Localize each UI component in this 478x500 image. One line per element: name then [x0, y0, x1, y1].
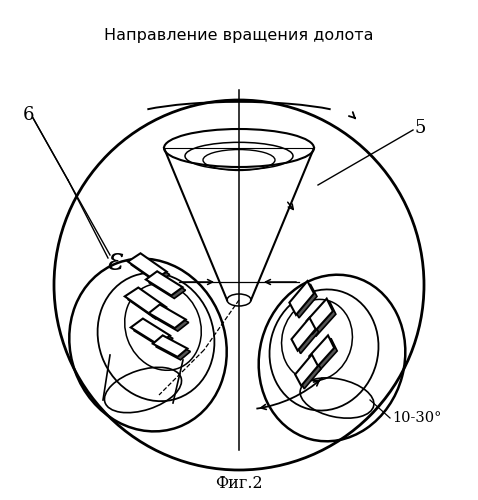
Text: Фиг.2: Фиг.2	[215, 475, 263, 492]
Polygon shape	[312, 338, 337, 372]
Polygon shape	[153, 336, 187, 357]
Polygon shape	[310, 302, 336, 336]
Polygon shape	[293, 284, 317, 318]
Polygon shape	[146, 272, 183, 295]
Polygon shape	[292, 318, 315, 350]
Polygon shape	[131, 256, 170, 283]
Polygon shape	[128, 254, 167, 280]
Polygon shape	[130, 318, 170, 344]
Polygon shape	[306, 298, 333, 334]
Text: 6: 6	[23, 106, 34, 124]
Polygon shape	[156, 338, 190, 360]
Polygon shape	[128, 290, 169, 319]
Polygon shape	[295, 354, 318, 386]
Polygon shape	[309, 336, 334, 369]
Polygon shape	[294, 320, 319, 354]
Polygon shape	[289, 281, 314, 315]
Text: Направление вращения долота: Направление вращения долота	[104, 28, 374, 43]
Polygon shape	[152, 308, 189, 331]
Polygon shape	[149, 274, 185, 298]
Text: ε: ε	[108, 246, 124, 278]
Polygon shape	[125, 288, 166, 316]
Polygon shape	[298, 358, 321, 389]
Text: 10-30°: 10-30°	[392, 411, 441, 425]
Polygon shape	[149, 304, 186, 328]
Polygon shape	[134, 322, 173, 347]
Text: 5: 5	[415, 119, 426, 137]
